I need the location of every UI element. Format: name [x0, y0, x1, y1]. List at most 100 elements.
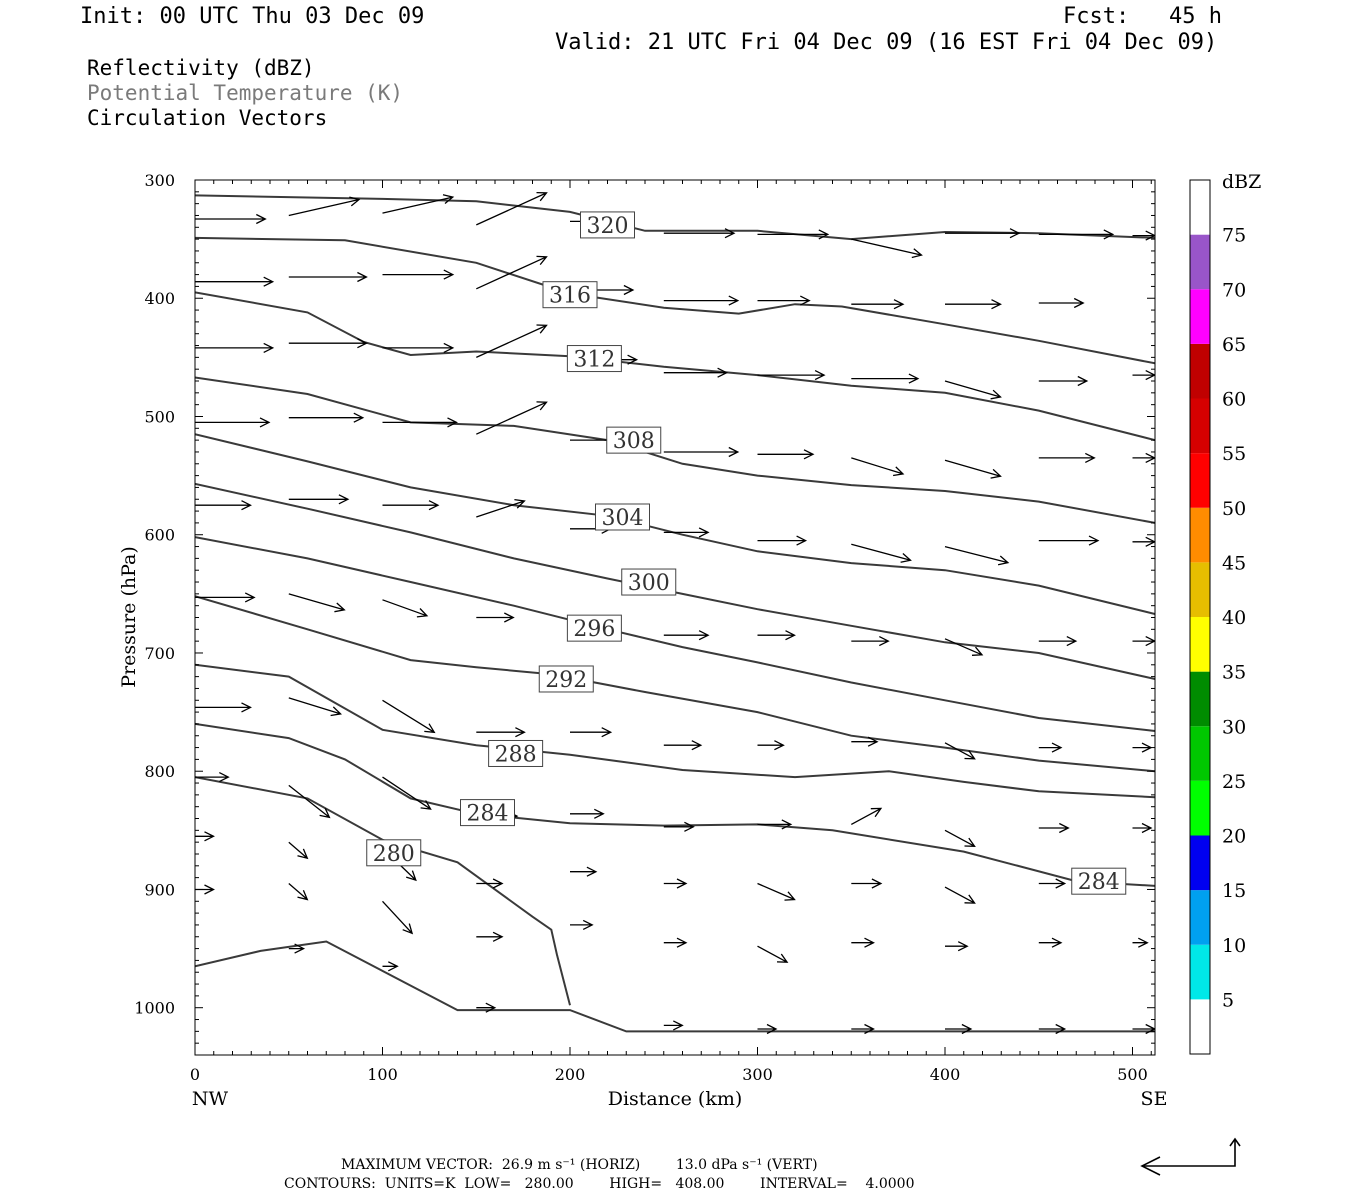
y-tick-label: 300 — [144, 171, 175, 190]
x-tick-label: 500 — [1117, 1065, 1148, 1084]
circulation-vector — [288, 412, 365, 423]
field-circulation-vectors: Circulation Vectors — [87, 106, 328, 130]
contour-label: 296 — [573, 617, 615, 642]
colorbar-swatch — [1190, 617, 1210, 672]
circulation-vector — [663, 937, 688, 948]
circulation-vector — [288, 784, 331, 819]
circulation-vector — [663, 878, 688, 889]
circulation-vector — [476, 727, 526, 738]
colorbar-title: dBZ — [1222, 171, 1261, 193]
colorbar-level-label: 50 — [1222, 498, 1246, 520]
colorbar-level-label: 20 — [1222, 826, 1246, 848]
circulation-vector — [851, 1023, 875, 1035]
circulation-vector — [288, 494, 350, 505]
circulation-vector — [850, 807, 883, 825]
theta-contour-316 — [195, 236, 1155, 365]
colorbar-swatch — [1190, 453, 1210, 508]
circulation-vector — [757, 945, 789, 963]
contour-label-box — [366, 839, 422, 867]
forecast-hour: Fcst: 45 h — [1063, 4, 1222, 29]
circulation-vector — [288, 338, 368, 349]
circulation-vector — [851, 299, 905, 310]
circulation-vector — [944, 459, 1002, 479]
circulation-vector — [663, 1020, 684, 1031]
contour-label-box — [606, 426, 662, 454]
colorbar-level-label: 55 — [1222, 443, 1246, 465]
theta-contour-300 — [195, 482, 1155, 680]
theta-contour-284 — [195, 722, 1155, 887]
circulation-vector — [663, 446, 740, 458]
circulation-vector — [851, 937, 875, 948]
colorbar-level-label: 30 — [1222, 716, 1246, 738]
circulation-vector — [944, 638, 984, 656]
circulation-vector — [1038, 452, 1096, 463]
colorbar-swatch — [1190, 999, 1210, 1054]
contour-label: 320 — [587, 214, 629, 239]
circulation-vector — [663, 228, 736, 239]
circulation-vector — [382, 269, 455, 280]
circulation-vector — [851, 238, 923, 259]
circulation-vector — [382, 699, 436, 734]
y-tick-label: 600 — [144, 526, 175, 545]
y-tick-label: 1000 — [134, 999, 175, 1018]
circulation-vector — [476, 931, 504, 942]
nw-label: NW — [192, 1088, 229, 1110]
circulation-vector — [851, 543, 912, 563]
field-reflectivity: Reflectivity (dBZ) — [87, 56, 315, 80]
contour-label: 308 — [613, 429, 655, 454]
colorbar-swatch — [1190, 343, 1210, 399]
circulation-vector — [195, 417, 271, 428]
theta-contour-280 — [195, 940, 1155, 1033]
circulation-vector — [195, 276, 275, 287]
colorbar-level-label: 40 — [1222, 607, 1246, 629]
x-axis-label: Distance (km) — [608, 1088, 743, 1110]
circulation-vector — [1132, 370, 1155, 381]
circulation-vector — [570, 808, 605, 819]
colorbar-level-label: 25 — [1222, 771, 1246, 793]
circulation-vector — [945, 941, 969, 952]
circulation-vector — [757, 819, 793, 830]
circulation-vector — [476, 401, 548, 435]
circulation-vector — [944, 742, 976, 760]
contour-label-box — [460, 799, 515, 827]
x-tick-label: 100 — [367, 1065, 398, 1084]
circulation-vector — [757, 630, 796, 641]
circulation-vector — [945, 1023, 973, 1035]
colorbar-swatch — [1190, 780, 1210, 836]
y-tick-label: 900 — [144, 880, 175, 899]
circulation-vector — [757, 535, 808, 546]
contour-label: 312 — [573, 348, 615, 373]
contour-label: 284 — [467, 802, 509, 827]
circulation-vector — [1038, 636, 1078, 647]
colorbar-level-label: 35 — [1222, 662, 1246, 684]
theta-contour-280 — [195, 776, 571, 1006]
circulation-vector — [476, 324, 548, 358]
circulation-vector — [1038, 937, 1063, 948]
circulation-vector — [1132, 937, 1149, 948]
colorbar-level-label: 15 — [1222, 880, 1246, 902]
circulation-vector — [757, 740, 785, 751]
circulation-vector — [476, 255, 548, 290]
y-axis-label: Pressure (hPa) — [118, 546, 140, 688]
colorbar-swatch — [1190, 726, 1210, 781]
contour-label-box — [542, 281, 598, 309]
circulation-vector — [757, 1023, 778, 1035]
circulation-vector — [945, 299, 1002, 310]
contour-label-box — [488, 739, 544, 767]
colorbar-level-label: 70 — [1222, 279, 1246, 301]
circulation-vector — [944, 380, 1002, 400]
circulation-vector — [1038, 535, 1100, 546]
valid-time: Valid: 21 UTC Fri 04 Dec 09 (16 EST Fri … — [555, 30, 1218, 55]
colorbar-swatch — [1190, 507, 1210, 563]
circulation-vector — [944, 886, 976, 904]
reference-vector — [1140, 1137, 1241, 1176]
circulation-vector — [1038, 229, 1115, 240]
circulation-vector — [288, 841, 309, 860]
y-tick-label: 700 — [144, 644, 175, 663]
circulation-vector — [288, 593, 346, 613]
circulation-vector — [195, 500, 252, 511]
contour-label: 288 — [495, 742, 537, 767]
colorbar-swatch — [1190, 890, 1210, 945]
colorbar-level-label: 10 — [1222, 935, 1246, 957]
